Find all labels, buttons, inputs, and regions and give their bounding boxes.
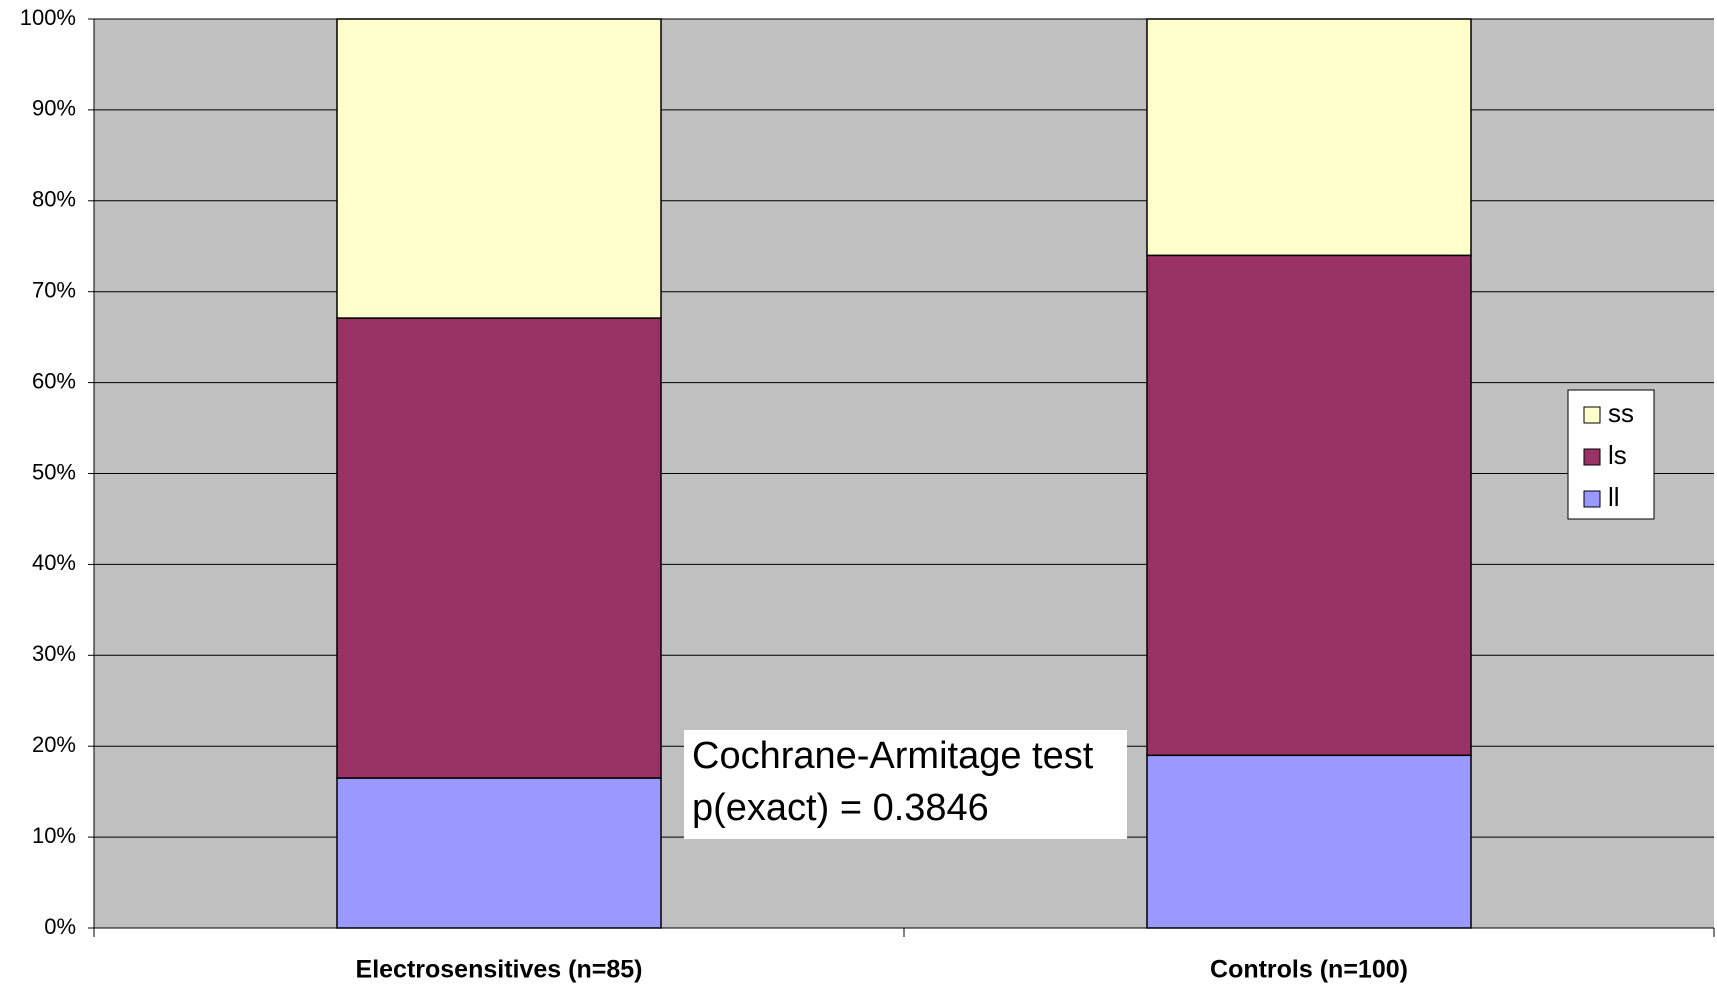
bar-segment [1146,18,1472,257]
legend-label: ss [1608,398,1634,428]
legend-label: ls [1608,440,1627,470]
y-tick-label: 50% [32,459,76,484]
legend-label: ll [1608,482,1620,512]
annotation: Cochrane-Armitage test [692,735,1094,777]
bar-segment [336,18,662,319]
y-tick-label: 10% [32,823,76,848]
legend-box [1567,389,1655,520]
y-tick-label: 20% [32,732,76,757]
y-tick-label: 90% [32,96,76,121]
y-tick-label: 60% [32,368,76,393]
y-tick-label: 100% [20,5,76,30]
legend-swatch [1583,490,1601,508]
legend-swatch [1583,448,1601,466]
annotation: p(exact) = 0.3846 [692,787,989,829]
y-tick-label: 40% [32,550,76,575]
annotation-box [684,730,1127,839]
x-tick-label: Controls (n=100) [1210,956,1408,984]
y-tick-label: 0% [44,914,76,939]
y-tick-label: 70% [32,278,76,303]
bar-segment [1146,754,1472,929]
bar-segment [336,777,662,929]
y-tick-label: 30% [32,641,76,666]
legend-swatch [1583,406,1601,424]
y-tick-label: 80% [32,187,76,212]
bar-segment [336,317,662,779]
x-tick-label: Electrosensitives (n=85) [356,956,643,984]
bar-segment [1146,254,1472,757]
